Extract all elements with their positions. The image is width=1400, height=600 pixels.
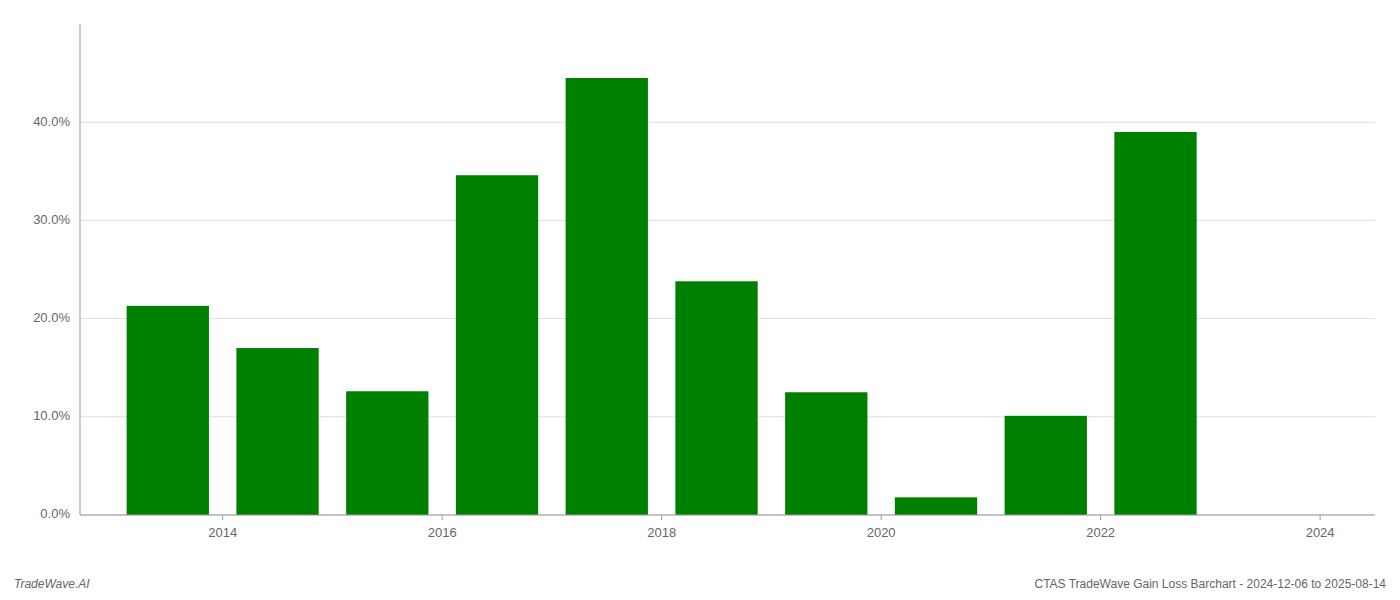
- y-tick-label: 40.0%: [33, 114, 70, 129]
- x-tick-label: 2014: [208, 525, 237, 540]
- y-tick-label: 10.0%: [33, 408, 70, 423]
- x-tick-label: 2016: [428, 525, 457, 540]
- bar: [346, 391, 428, 515]
- bar: [127, 306, 209, 515]
- x-tick-label: 2024: [1306, 525, 1335, 540]
- bar: [785, 392, 867, 515]
- chart: 0.0% 10.0% 20.0% 30.0% 40.0% 2014 2016 2018 2020…: [0, 0, 1400, 600]
- bar: [236, 348, 318, 515]
- footer-right: CTAS TradeWave Gain Loss Barchart - 2024…: [1034, 577, 1386, 591]
- y-tick-label: 20.0%: [33, 310, 70, 325]
- bar: [895, 497, 977, 515]
- bar: [566, 78, 648, 515]
- footer: TradeWave.AI CTAS TradeWave Gain Loss Bar…: [14, 577, 1386, 591]
- y-axis-line: [80, 24, 81, 515]
- x-axis-line: [80, 515, 1375, 516]
- grid: [80, 122, 1375, 515]
- grid-line: [80, 122, 1375, 123]
- bar: [1005, 416, 1087, 515]
- x-tick-label: 2020: [867, 525, 896, 540]
- x-tick-label: 2018: [647, 525, 676, 540]
- x-tick: [442, 515, 443, 520]
- bar: [1114, 132, 1196, 515]
- y-tick-label: 30.0%: [33, 212, 70, 227]
- x-tick: [1100, 515, 1101, 520]
- footer-left: TradeWave.AI: [14, 577, 90, 591]
- y-tick-label: 0.0%: [40, 506, 70, 521]
- page: {"chart_data": {"type": "bar", "x": [201…: [0, 0, 1400, 600]
- bars: [127, 78, 1197, 515]
- bar: [456, 175, 538, 515]
- x-tick-label: 2022: [1086, 525, 1115, 540]
- grid-line: [80, 515, 1375, 516]
- x-axis: 2014 2016 2018 2020 2022 2024: [80, 515, 1375, 540]
- x-tick: [222, 515, 223, 520]
- x-tick: [661, 515, 662, 520]
- bar: [675, 281, 757, 515]
- x-tick: [1320, 515, 1321, 520]
- x-tick: [881, 515, 882, 520]
- y-axis: 0.0% 10.0% 20.0% 30.0% 40.0%: [33, 24, 80, 521]
